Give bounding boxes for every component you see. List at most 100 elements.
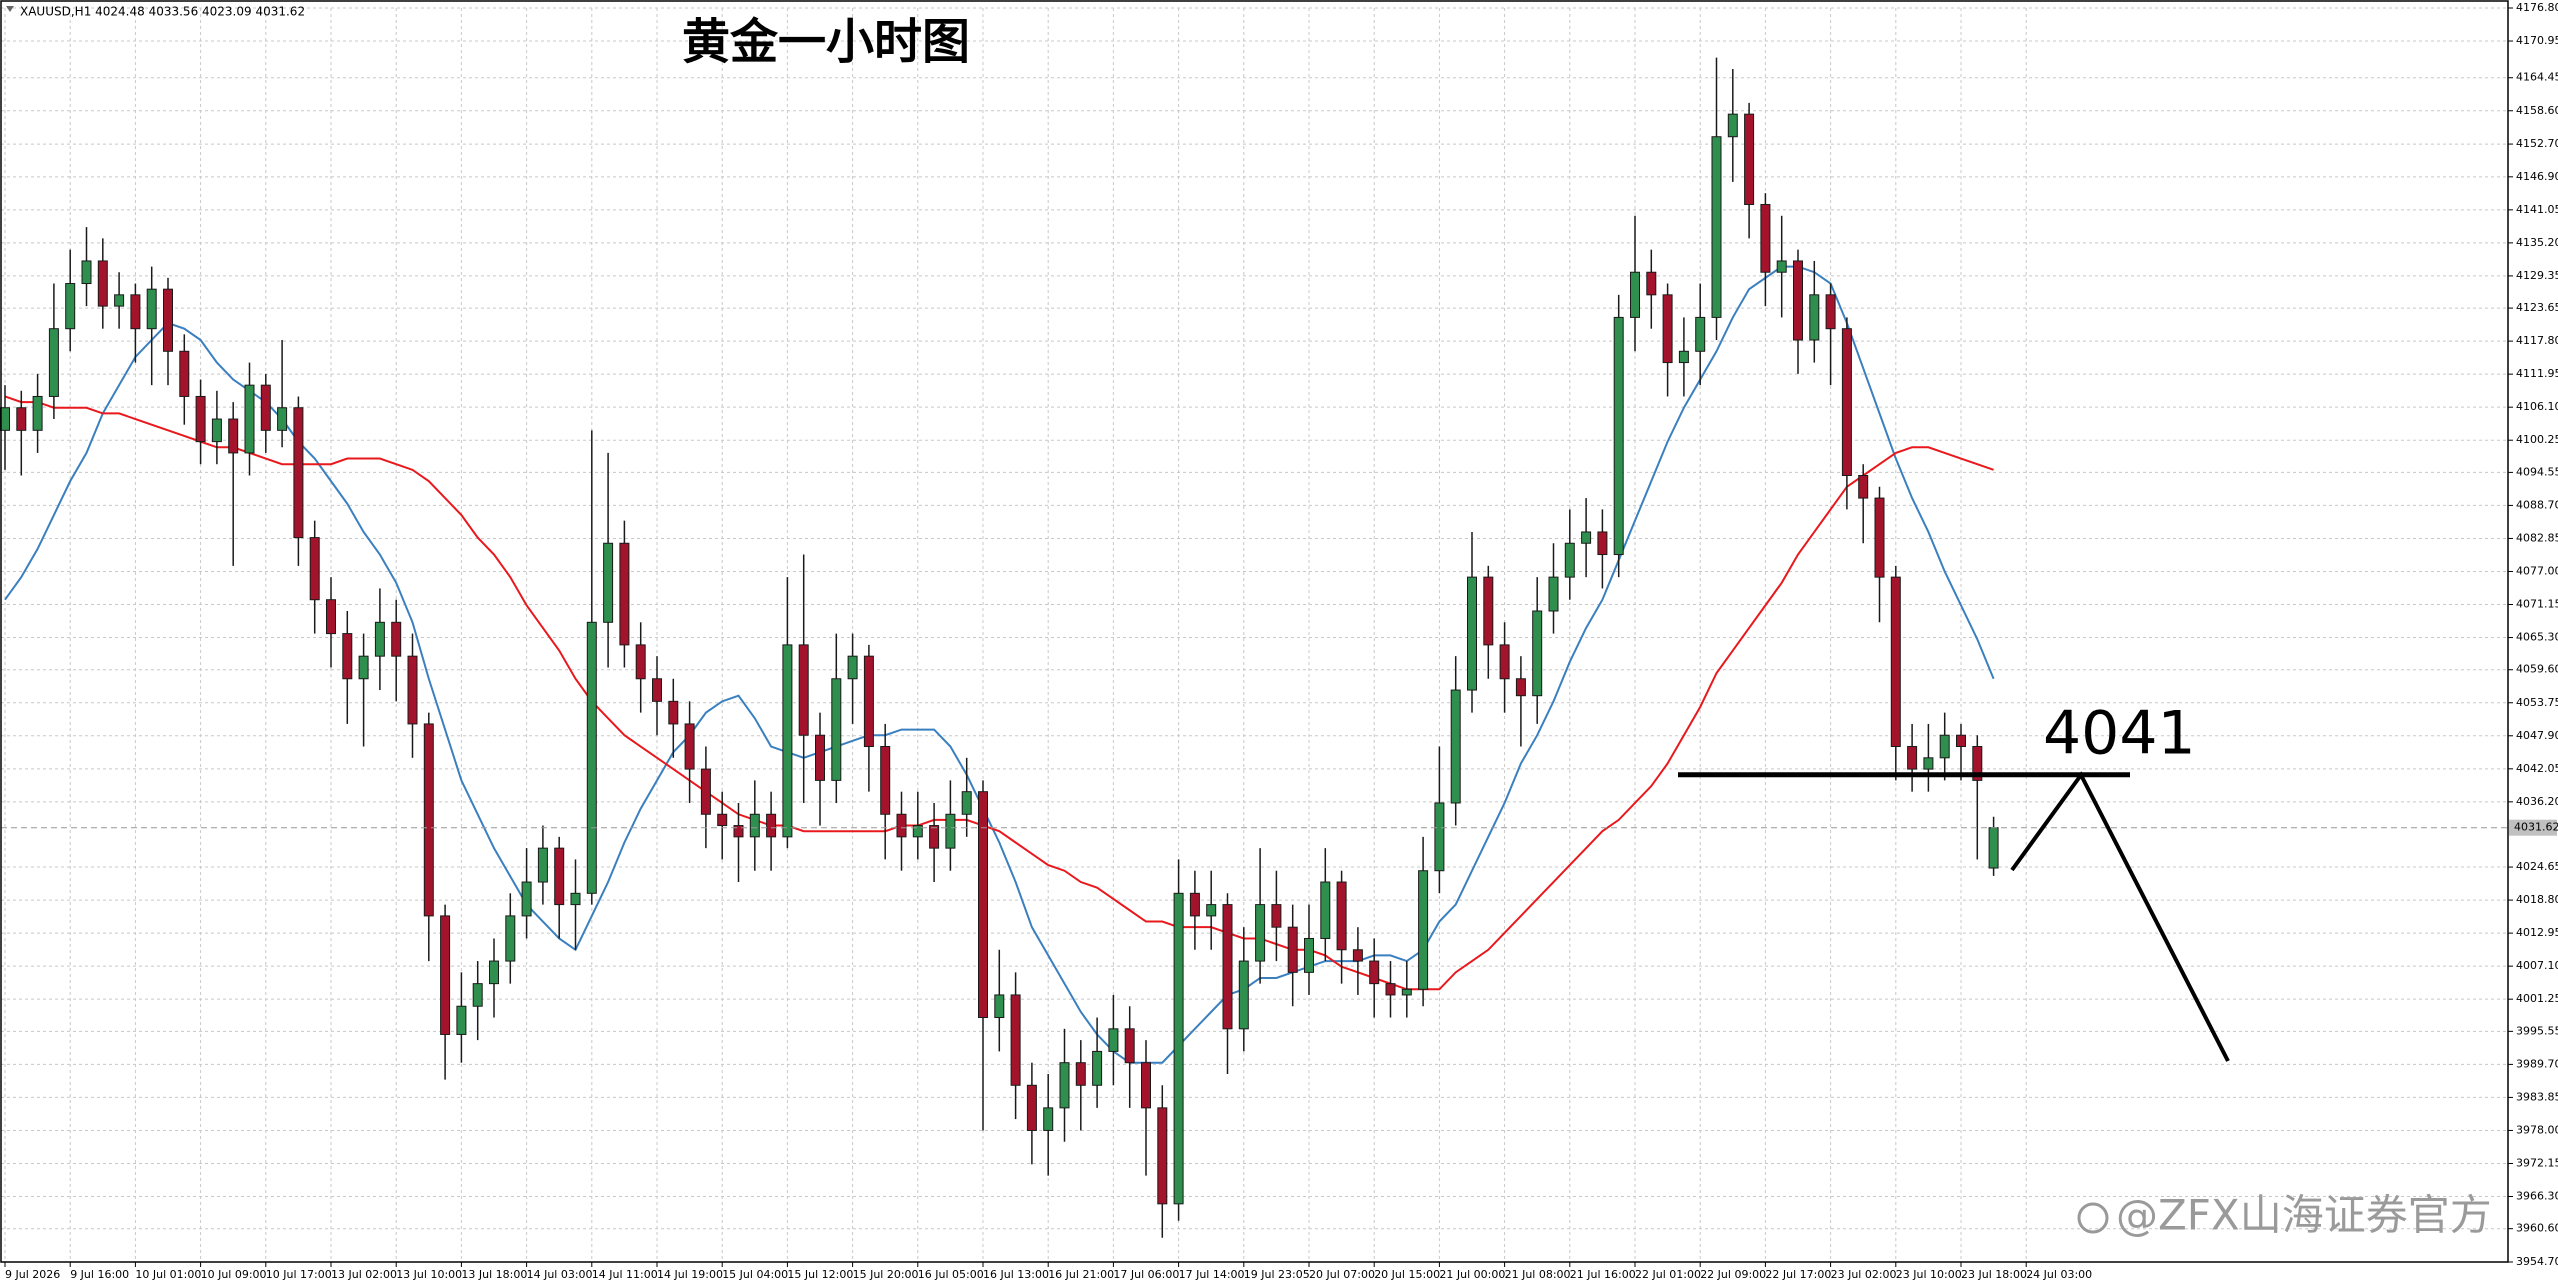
y-tick-label: 3954.70 <box>2516 1255 2558 1268</box>
y-tick-label: 4065.30 <box>2516 631 2558 644</box>
y-tick-label: 4007.10 <box>2516 959 2558 972</box>
candle-body <box>749 813 760 838</box>
candle-body <box>1141 1062 1151 1109</box>
candle-body <box>1401 988 1412 996</box>
y-tick-label: 4146.90 <box>2516 170 2558 183</box>
candle-body <box>863 655 874 748</box>
candle-body <box>195 395 206 443</box>
candle-body <box>1434 802 1445 872</box>
candle-body <box>1956 734 1966 748</box>
candle-body <box>1548 576 1559 612</box>
candle-body <box>603 542 614 623</box>
moving-average-line <box>4 395 1994 991</box>
y-tick-label: 4176.80 <box>2516 1 2558 14</box>
candle-body <box>1026 1084 1037 1131</box>
x-tick-label: 17 Jul 14:00 <box>1179 1268 1245 1281</box>
candle-body <box>211 418 222 443</box>
candle-body <box>1075 1062 1086 1086</box>
menu-icon <box>6 6 14 12</box>
y-tick-label: 4012.95 <box>2516 926 2558 939</box>
x-tick-label: 16 Jul 13:00 <box>983 1268 1049 1281</box>
y-tick-label: 3995.55 <box>2516 1024 2558 1037</box>
plot-frame <box>0 0 2509 1263</box>
candle-body <box>554 847 565 906</box>
candle-body <box>1825 294 1836 330</box>
y-tick-label: 4164.45 <box>2516 71 2558 84</box>
chart-title: 黄金一小时图 <box>682 14 970 70</box>
candle-body <box>635 644 646 680</box>
candle-body <box>945 813 956 849</box>
candle-body <box>1287 926 1298 973</box>
x-tick-label: 15 Jul 20:00 <box>853 1268 919 1281</box>
x-tick-label: 17 Jul 06:00 <box>1113 1268 1179 1281</box>
candle-body <box>1695 316 1706 352</box>
y-tick-label: 4152.70 <box>2516 137 2558 150</box>
candle-body <box>423 723 434 917</box>
x-tick-label: 14 Jul 11:00 <box>592 1268 658 1281</box>
candle-body <box>81 260 92 285</box>
y-tick-label: 4077.00 <box>2516 564 2558 577</box>
candle-body <box>929 825 940 849</box>
candle-body <box>1206 904 1217 917</box>
candle-body <box>798 644 809 736</box>
candle-body <box>1124 1028 1135 1064</box>
y-tick-label: 3983.85 <box>2516 1090 2558 1103</box>
x-tick-label: 20 Jul 15:00 <box>1374 1268 1440 1281</box>
x-tick-label: 10 Jul 01:00 <box>135 1268 201 1281</box>
candle-body <box>1173 892 1184 1205</box>
x-tick-label: 10 Jul 09:00 <box>201 1268 267 1281</box>
x-tick-label: 20 Jul 07:00 <box>1309 1268 1375 1281</box>
candle-body <box>994 994 1005 1019</box>
candle-body <box>586 621 597 894</box>
candle-body <box>1890 576 1901 748</box>
candle-body <box>1450 689 1461 804</box>
candle-body <box>374 621 385 657</box>
candle-body <box>537 847 548 883</box>
x-tick-label: 22 Jul 09:00 <box>1700 1268 1766 1281</box>
candle-body <box>440 915 451 1035</box>
current-price-box <box>2509 819 2557 836</box>
y-tick-label: 3978.00 <box>2516 1123 2558 1136</box>
candle-body <box>391 621 402 657</box>
chart-header: XAUUSD,H1 4024.48 4033.56 4023.09 4031.6… <box>20 5 305 19</box>
drawn-trend-line <box>2010 771 2230 1062</box>
candle-body <box>521 881 532 917</box>
candle-body <box>16 407 27 431</box>
x-tick-label: 22 Jul 17:00 <box>1765 1268 1831 1281</box>
candle-body <box>1613 316 1624 556</box>
y-tick-label: 4106.10 <box>2516 400 2558 413</box>
candle-body <box>700 768 711 815</box>
y-tick-label: 4071.15 <box>2516 598 2558 611</box>
candle-body <box>831 678 842 781</box>
candle-body <box>1939 734 1950 759</box>
candle-body <box>407 655 418 725</box>
y-tick-label: 3960.60 <box>2516 1222 2558 1235</box>
candle-body <box>146 288 157 330</box>
candle-body <box>733 825 744 838</box>
candle-body <box>782 644 793 838</box>
candle-body <box>717 813 728 827</box>
candle-body <box>293 407 304 539</box>
candle-body <box>244 384 255 454</box>
candle-body <box>1744 113 1755 205</box>
candle-body <box>1255 904 1266 962</box>
x-tick-label: 21 Jul 16:00 <box>1570 1268 1636 1281</box>
y-tick-label: 4088.70 <box>2516 498 2558 511</box>
x-tick-label: 9 Jul 16:00 <box>70 1268 129 1281</box>
x-tick-label: 13 Jul 02:00 <box>331 1268 397 1281</box>
candle-body <box>228 418 239 454</box>
x-tick-label: 21 Jul 08:00 <box>1505 1268 1571 1281</box>
candle-body <box>1564 542 1575 578</box>
y-tick-label: 4053.75 <box>2516 696 2558 709</box>
candle-body <box>1646 271 1657 296</box>
candle-body <box>1874 497 1885 578</box>
candle-body <box>1841 328 1852 476</box>
candle-body <box>1352 949 1363 962</box>
candle-body <box>1907 746 1918 770</box>
candle-body <box>766 813 777 838</box>
y-tick-label: 4100.25 <box>2516 433 2558 446</box>
candle-body <box>815 734 825 781</box>
x-tick-label: 13 Jul 10:00 <box>396 1268 462 1281</box>
x-tick-label: 22 Jul 01:00 <box>1635 1268 1701 1281</box>
candle-body <box>1092 1050 1103 1086</box>
